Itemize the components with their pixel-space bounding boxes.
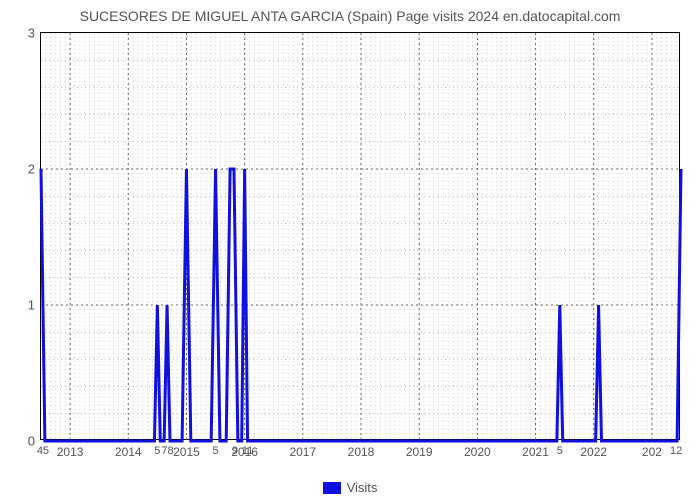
visits-line-series — [41, 33, 681, 441]
legend-label: Visits — [347, 480, 378, 495]
x-secondary-label: 11 — [242, 445, 253, 457]
legend-swatch — [323, 482, 341, 494]
x-tick-label: 2013 — [57, 445, 84, 459]
x-secondary-label: 12 — [670, 445, 682, 457]
visits-chart: SUCESORES DE MIGUEL ANTA GARCIA (Spain) … — [0, 0, 700, 500]
y-tick-label: 2 — [28, 162, 41, 177]
x-tick-label: 2020 — [464, 445, 491, 459]
x-tick-label: 2014 — [115, 445, 142, 459]
x-tick-label: 2019 — [406, 445, 433, 459]
x-tick-label: 2022 — [580, 445, 607, 459]
x-secondary-label: 5 — [212, 445, 218, 457]
y-tick-label: 1 — [28, 298, 41, 313]
x-secondary-label: 5 — [557, 445, 563, 457]
x-secondary-label: 45 — [37, 445, 49, 457]
x-tick-label: 2021 — [522, 445, 549, 459]
x-tick-label: 202 — [642, 445, 662, 459]
x-tick-label: 2017 — [289, 445, 316, 459]
plot-area: 0123201320142015201620172018201920202021… — [40, 32, 680, 440]
x-tick-label: 2018 — [348, 445, 375, 459]
y-tick-label: 3 — [28, 26, 41, 41]
x-secondary-label: 9 — [232, 445, 238, 457]
chart-title: SUCESORES DE MIGUEL ANTA GARCIA (Spain) … — [0, 8, 700, 24]
x-tick-label: 2015 — [173, 445, 200, 459]
legend: Visits — [0, 480, 700, 495]
x-secondary-label: 78 — [161, 445, 173, 457]
x-secondary-label: 5 — [154, 445, 160, 457]
